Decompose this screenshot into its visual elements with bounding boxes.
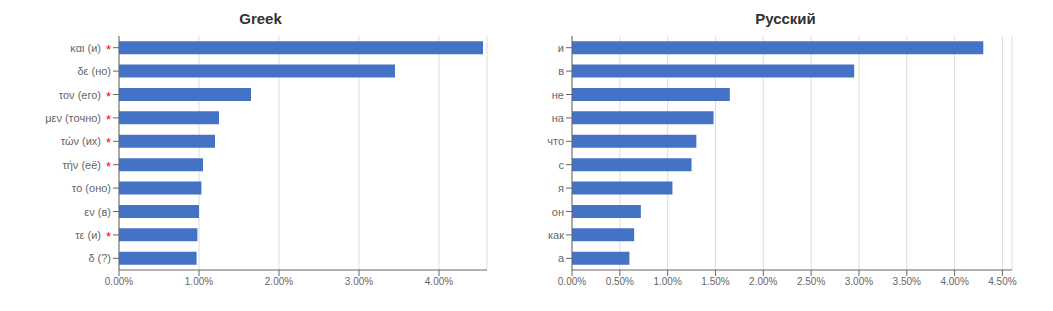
svg-text:και (и): και (и) bbox=[70, 42, 101, 54]
svg-text:3.00%: 3.00% bbox=[345, 276, 373, 287]
svg-text:1.50%: 1.50% bbox=[701, 276, 729, 287]
svg-text:0.00%: 0.00% bbox=[558, 276, 586, 287]
svg-text:*: * bbox=[106, 159, 111, 174]
svg-text:а: а bbox=[558, 252, 565, 264]
svg-text:*: * bbox=[106, 42, 111, 57]
svg-text:0.50%: 0.50% bbox=[606, 276, 634, 287]
svg-text:3.00%: 3.00% bbox=[845, 276, 873, 287]
svg-text:на: на bbox=[552, 112, 565, 124]
html-text:Русский: Русский bbox=[755, 10, 816, 27]
svg-text:εν (в): εν (в) bbox=[84, 206, 111, 218]
svg-text:τо (оно): τо (оно) bbox=[72, 182, 111, 194]
svg-text:τον (его): τον (его) bbox=[59, 89, 101, 101]
svg-text:2.50%: 2.50% bbox=[797, 276, 825, 287]
svg-text:4.00%: 4.00% bbox=[940, 276, 968, 287]
svg-text:*: * bbox=[106, 229, 111, 244]
svg-text:4.00%: 4.00% bbox=[425, 276, 453, 287]
svg-text:с: с bbox=[559, 159, 565, 171]
svg-text:δ (?): δ (?) bbox=[88, 252, 111, 264]
html-text:Greek: Greek bbox=[239, 10, 282, 27]
svg-text:τήν (её): τήν (её) bbox=[62, 159, 101, 171]
svg-text:как: как bbox=[548, 229, 564, 241]
svg-text:*: * bbox=[106, 112, 111, 127]
svg-text:1.00%: 1.00% bbox=[653, 276, 681, 287]
svg-text:4.50%: 4.50% bbox=[988, 276, 1016, 287]
svg-text:1.00%: 1.00% bbox=[185, 276, 213, 287]
svg-text:0.00%: 0.00% bbox=[105, 276, 133, 287]
svg-text:не: не bbox=[552, 89, 564, 101]
svg-text:τε (и): τε (и) bbox=[75, 229, 101, 241]
svg-text:в: в bbox=[558, 65, 564, 77]
svg-text:я: я bbox=[558, 182, 564, 194]
svg-text:что: что bbox=[547, 135, 564, 147]
svg-text:δε (но): δε (но) bbox=[77, 65, 111, 77]
svg-text:он: он bbox=[552, 206, 564, 218]
svg-text:*: * bbox=[106, 135, 111, 150]
svg-text:μεν (точно): μεν (точно) bbox=[45, 112, 101, 124]
svg-text:3.50%: 3.50% bbox=[893, 276, 921, 287]
svg-text:и: и bbox=[558, 42, 564, 54]
svg-text:τών (их): τών (их) bbox=[61, 135, 101, 147]
svg-text:*: * bbox=[106, 89, 111, 104]
svg-text:2.00%: 2.00% bbox=[749, 276, 777, 287]
svg-text:2.00%: 2.00% bbox=[265, 276, 293, 287]
